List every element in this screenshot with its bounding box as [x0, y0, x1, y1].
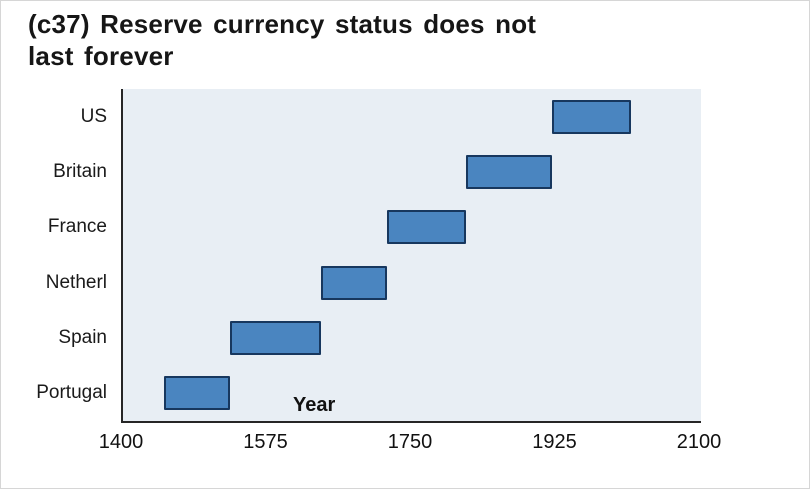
bar-us: [552, 99, 631, 134]
x-axis-title: Year: [293, 394, 336, 416]
x-tick-1925: 1925: [532, 431, 577, 453]
bar-france: [387, 210, 466, 245]
x-tick-1575: 1575: [243, 431, 288, 453]
x-tick-1400: 1400: [98, 431, 144, 453]
y-axis-label-portugal: Portugal: [36, 382, 107, 404]
bar-netherl: [321, 265, 388, 300]
y-axis-label-spain: Spain: [58, 327, 107, 348]
y-axis-label-netherl: Netherl: [45, 271, 107, 293]
chart-title: (c37) Reserve currency status does not l…: [28, 9, 537, 71]
bar-portugal: [164, 376, 231, 411]
bar-spain: [230, 321, 322, 355]
y-axis-labels: US Britain France Netherl Spain Portugal: [1, 89, 107, 421]
x-tick-2100: 2100: [676, 431, 722, 453]
bar-britain: [465, 155, 553, 189]
plot-area: Year: [121, 89, 701, 423]
y-axis-label-us: US: [80, 105, 107, 127]
x-tick-1750: 1750: [387, 431, 433, 453]
x-axis-ticks: 1400 1575 1750 1925 2100: [99, 431, 722, 457]
y-axis-label-britain: Britain: [53, 161, 107, 182]
y-axis-label-france: France: [47, 216, 107, 238]
